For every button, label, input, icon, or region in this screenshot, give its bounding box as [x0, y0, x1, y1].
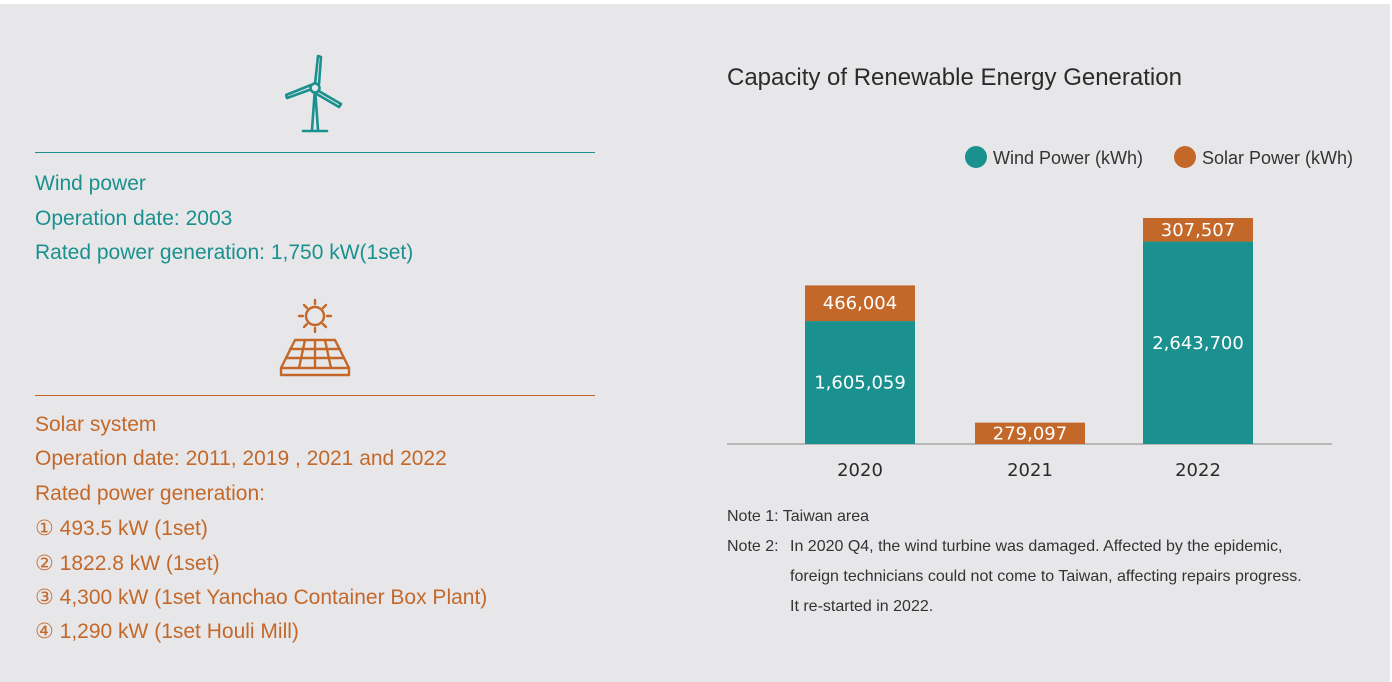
solar-panel-icon	[279, 298, 351, 377]
legend-wind-swatch	[965, 146, 987, 169]
note-2-line: It re-started in 2022.	[790, 598, 934, 615]
x-tick-label: 2020	[837, 460, 883, 481]
wind-bar-segment	[805, 321, 915, 444]
legend-wind-label: Wind Power (kWh)	[993, 148, 1144, 168]
note-1: Note 1: Taiwan area	[727, 508, 870, 525]
solar-item: ① 493.5 kW (1set)	[35, 517, 208, 540]
stacked-bar-chart: 1,605,059 466,004 2020 279,097 2021 2,643,700…	[727, 218, 1332, 481]
x-tick-label: 2021	[1007, 460, 1053, 481]
bar-value-label: 307,507	[1161, 220, 1235, 241]
chart-title: Capacity of Renewable Energy Generation	[727, 64, 1182, 91]
bar-value-label: 1,605,059	[814, 373, 906, 394]
wind-section-title: Wind power	[35, 172, 146, 195]
wind-operation-date: Operation date: 2003	[35, 207, 233, 230]
legend-solar-swatch	[1174, 146, 1196, 169]
facility-info-column: Wind power Operation date: 2003 Rated po…	[35, 4, 595, 682]
solar-bar-segment	[805, 285, 915, 322]
bar-value-label: 466,004	[823, 293, 897, 314]
solar-rated-power-label: Rated power generation:	[35, 482, 265, 505]
note-2-line: In 2020 Q4, the wind turbine was damaged…	[790, 538, 1283, 555]
wind-bar-segment	[1143, 241, 1253, 444]
legend-solar: Solar Power (kWh)	[1174, 146, 1354, 170]
solar-bar-segment	[1143, 218, 1253, 242]
solar-item: ② 1822.8 kW (1set)	[35, 552, 220, 575]
solar-bar-segment	[975, 422, 1085, 444]
infographic-panel: Wind power Operation date: 2003 Rated po…	[0, 4, 1390, 682]
note-2-prefix: Note 2:	[727, 538, 779, 555]
solar-item: ④ 1,290 kW (1set Houli Mill)	[35, 620, 299, 643]
solar-section-title: Solar system	[35, 413, 157, 436]
solar-operation-date: Operation date: 2011, 2019 , 2021 and 20…	[35, 447, 447, 470]
legend-wind: Wind Power (kWh)	[965, 146, 1144, 170]
wind-section-divider	[35, 152, 595, 153]
wind-rated-power: Rated power generation: 1,750 kW(1set)	[35, 241, 414, 264]
legend-solar-label: Solar Power (kWh)	[1202, 148, 1354, 168]
solar-item: ③ 4,300 kW (1set Yanchao Container Box P…	[35, 586, 488, 609]
x-tick-label: 2022	[1175, 460, 1221, 481]
solar-section-divider	[35, 395, 595, 396]
bar-value-label: 2,643,700	[1152, 333, 1244, 354]
note-2-line: foreign technicians could not come to Ta…	[790, 568, 1302, 585]
wind-turbine-icon	[285, 54, 343, 133]
bar-value-label: 279,097	[993, 423, 1067, 444]
